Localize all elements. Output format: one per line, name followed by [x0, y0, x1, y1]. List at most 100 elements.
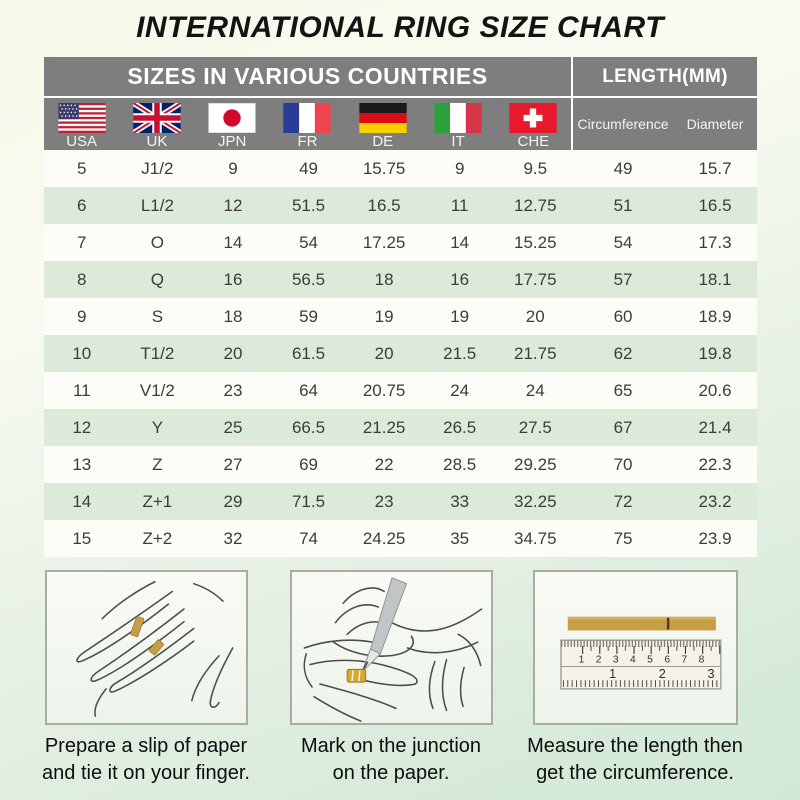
ring-size-cell: 56.5 — [291, 269, 326, 289]
ring-size-row: 7 O 14 54 17.25 14 15.25 54 17.3 — [44, 224, 757, 261]
ring-size-cell: 57 — [613, 269, 633, 289]
ring-size-cell: 32 — [223, 528, 243, 548]
ring-size-cell: 18 — [374, 269, 394, 289]
ring-size-cell: 18.1 — [698, 269, 732, 289]
ruler-cm-3: 3 — [613, 655, 619, 666]
column-label-fr: FR — [297, 133, 318, 150]
ring-size-cell: 20 — [374, 343, 394, 363]
ring-size-cell: 72 — [613, 491, 633, 511]
ring-size-cell: 19 — [374, 306, 394, 326]
ring-size-cell: 14 — [72, 491, 92, 511]
ring-size-cell: 27.5 — [518, 417, 552, 437]
ring-size-cell: 17.25 — [362, 232, 406, 252]
ruler-cm-4: 4 — [630, 655, 636, 666]
ring-size-cell: Z — [152, 454, 163, 474]
ring-size-cell: 25 — [223, 417, 243, 437]
ruler-cm-2: 2 — [596, 655, 602, 666]
ring-size-row: 15 Z+2 32 74 24.25 35 34.75 75 23.9 — [44, 520, 757, 557]
ring-size-cell: 65 — [613, 380, 633, 400]
column-label-che: CHE — [517, 133, 550, 150]
ring-size-cell: 67 — [613, 417, 633, 437]
column-label-usa: USA — [66, 133, 98, 150]
ruler-inch-2: 2 — [659, 667, 666, 681]
france-flag-icon — [283, 103, 332, 133]
ring-size-cell: 9 — [77, 306, 87, 326]
ring-size-cell: 23.9 — [698, 528, 732, 548]
ring-size-cell: 20.75 — [362, 380, 406, 400]
hand-with-paper-slip-icon — [76, 580, 234, 717]
ring-size-row: 10 T1/2 20 61.5 20 21.5 21.75 62 19.8 — [44, 335, 757, 372]
table-column-header-row: USA UK — [44, 98, 757, 150]
column-header-che: CHE — [496, 98, 571, 150]
ring-size-cell: 51 — [613, 195, 633, 215]
ring-size-cell: 54 — [299, 232, 318, 252]
ring-size-cell: 75 — [613, 528, 633, 548]
ring-size-cell: 5 — [77, 158, 87, 178]
ring-size-cell: 6 — [77, 195, 87, 215]
instruction-caption-2: Mark on the junction on the paper. — [271, 733, 511, 787]
ruler-inch-1: 1 — [609, 667, 616, 681]
ring-size-cell: 24.25 — [362, 528, 406, 548]
ring-size-cell: 20.6 — [698, 380, 732, 400]
ring-size-cell: 16.5 — [367, 195, 401, 215]
instruction-caption-3: Measure the length then get the circumfe… — [515, 733, 755, 787]
ring-size-cell: 16 — [450, 269, 470, 289]
column-header-jpn: JPN — [195, 98, 270, 150]
ring-size-cell: 27 — [223, 454, 243, 474]
ring-size-cell: 17.3 — [698, 232, 732, 252]
ruler-illustration: 1 2 3 4 5 6 7 8 1 2 3 — [533, 570, 738, 725]
ring-size-cell: 20 — [223, 343, 243, 363]
ring-size-cell: 15.7 — [698, 158, 732, 178]
ring-size-cell: 19.8 — [698, 343, 732, 363]
ring-size-cell: J1/2 — [141, 158, 174, 178]
ring-size-cell: 11 — [72, 380, 91, 400]
ring-size-cell: 71.5 — [291, 491, 326, 511]
ring-size-cell: 64 — [299, 380, 318, 400]
ring-size-cell: 16 — [223, 269, 243, 289]
ring-size-cell: 12 — [223, 195, 243, 215]
circumference-column-header: Circumference — [577, 116, 669, 132]
ring-size-cell: 21.25 — [362, 417, 406, 437]
ring-size-row: 13 Z 27 69 22 28.5 29.25 70 22.3 — [44, 446, 757, 483]
ring-size-cell: Q — [150, 269, 164, 289]
mark-paper-illustration — [290, 570, 493, 725]
page-title: INTERNATIONAL RING SIZE CHART — [136, 11, 664, 44]
column-header-de: DE — [345, 98, 420, 150]
ring-size-cell: 24 — [525, 380, 545, 400]
ring-size-cell: 11 — [450, 195, 469, 215]
ring-size-cell: 8 — [77, 269, 87, 289]
ring-size-cell: 32.25 — [513, 491, 557, 511]
ring-size-cell: 21.5 — [443, 343, 477, 363]
marking-pen-hands-icon — [303, 577, 483, 722]
length-group-header: LENGTH(MM) — [602, 65, 728, 87]
ring-size-cell: 23.2 — [698, 491, 732, 511]
caption-line: Mark on the junction — [300, 735, 482, 757]
ring-size-cell: 21.4 — [698, 417, 732, 437]
ring-size-cell: 51.5 — [291, 195, 326, 215]
caption-line: get the circumference. — [536, 762, 734, 784]
ring-size-cell: 61.5 — [291, 343, 326, 363]
caption-line: and tie it on your finger. — [42, 762, 250, 784]
ring-size-cell: 15 — [72, 528, 92, 548]
ring-size-cell: 28.5 — [443, 454, 477, 474]
ring-size-cell: 59 — [299, 306, 318, 326]
ring-size-cell: O — [150, 232, 164, 252]
column-header-fr: FR — [270, 98, 345, 150]
ring-size-cell: 12 — [72, 417, 92, 437]
ring-size-cell: 62 — [613, 343, 633, 363]
switzerland-flag-icon — [509, 103, 558, 133]
germany-flag-icon — [359, 103, 407, 133]
ring-size-cell: 24 — [450, 380, 470, 400]
ring-size-cell: L1/2 — [140, 195, 174, 215]
ring-size-cell: 16.5 — [698, 195, 732, 215]
ring-size-row: 9 S 18 59 19 19 20 60 18.9 — [44, 298, 757, 335]
ring-size-cell: 19 — [450, 306, 470, 326]
ring-size-cell: 13 — [72, 454, 92, 474]
ruler-cm-5: 5 — [647, 655, 653, 666]
ring-size-cell: Y — [151, 417, 164, 437]
ring-size-row: 12 Y 25 66.5 21.25 26.5 27.5 67 21.4 — [44, 409, 757, 446]
column-header-it: IT — [420, 98, 495, 150]
ring-size-cell: 29.25 — [513, 454, 557, 474]
ruler-cm-7: 7 — [681, 655, 687, 666]
ruler-cm-1: 1 — [579, 655, 585, 666]
